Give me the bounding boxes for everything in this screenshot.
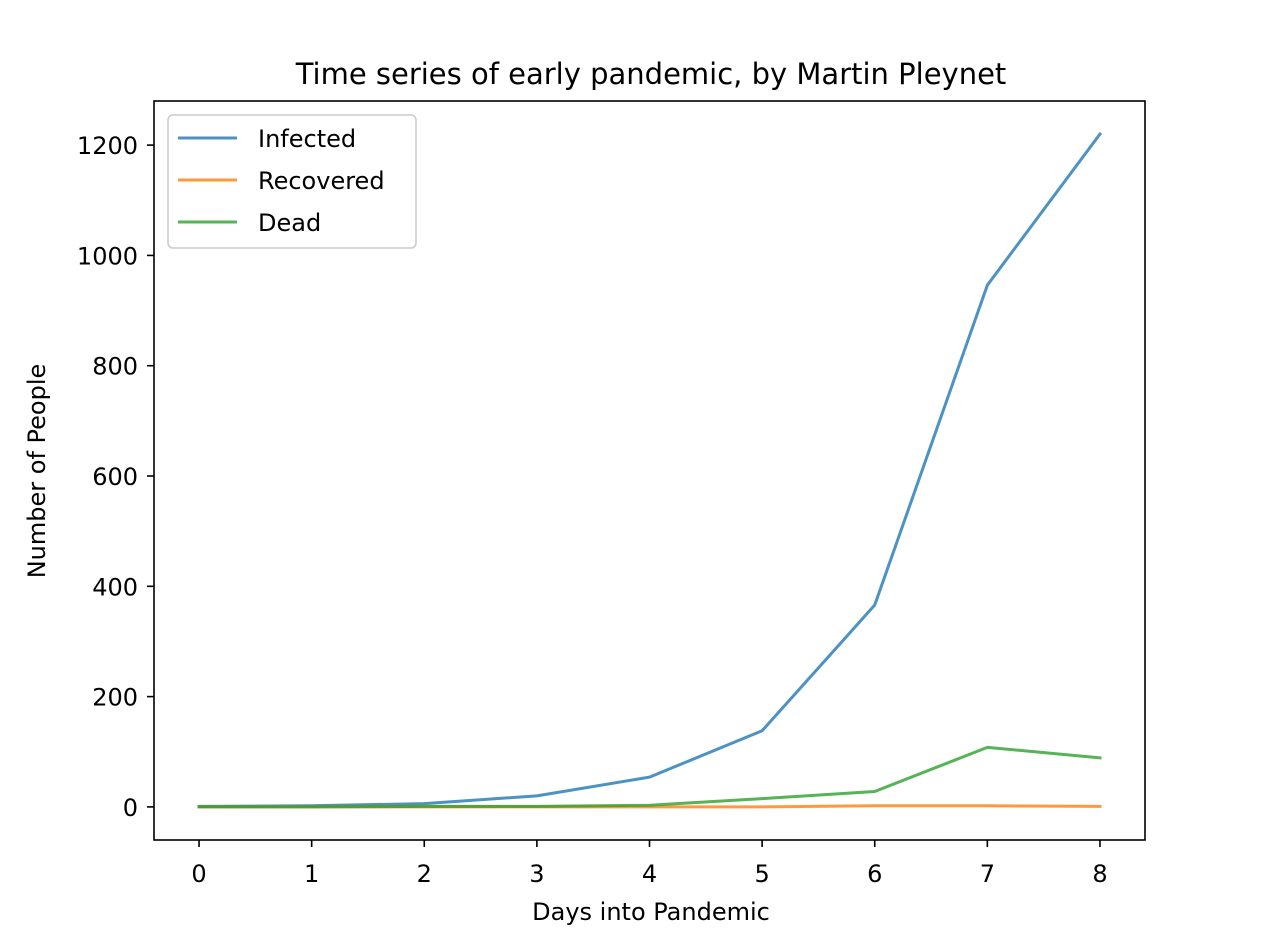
- x-tick-label: 1: [304, 860, 319, 888]
- legend-label-infected: Infected: [258, 125, 356, 153]
- y-tick-label: 0: [123, 794, 138, 822]
- series-line-infected: [197, 131, 1103, 808]
- x-tick-label: 2: [417, 860, 432, 888]
- x-tick-label: 6: [867, 860, 882, 888]
- y-tick-label: 1000: [77, 242, 138, 270]
- plot-area: 0 1 2 3 4 5 6 7 8 0 200 400 600 800 1000 1200: [77, 100, 1146, 888]
- x-tick-label: 3: [529, 860, 544, 888]
- y-tick-label: 1200: [77, 132, 138, 160]
- x-tick-label: 7: [980, 860, 995, 888]
- x-axis-label: Days into Pandemic: [532, 898, 770, 926]
- series-line-dead: [197, 745, 1102, 809]
- y-tick-label: 200: [92, 684, 138, 712]
- x-tick-label: 5: [754, 860, 769, 888]
- legend-box: [167, 114, 417, 249]
- y-tick-label: 400: [92, 573, 138, 601]
- x-tick-label: 0: [191, 860, 206, 888]
- y-axis-label: Number of People: [23, 364, 51, 579]
- y-tick-label: 600: [92, 463, 138, 491]
- x-tick-label: 4: [642, 860, 657, 888]
- legend-label-recovered: Recovered: [258, 167, 385, 195]
- x-tick-label: 8: [1092, 860, 1107, 888]
- legend-label-dead: Dead: [258, 209, 321, 237]
- chart-title: Time series of early pandemic, by Martin…: [295, 57, 1007, 91]
- legend: Infected Recovered Dead: [167, 114, 417, 249]
- y-tick-label: 800: [92, 353, 138, 381]
